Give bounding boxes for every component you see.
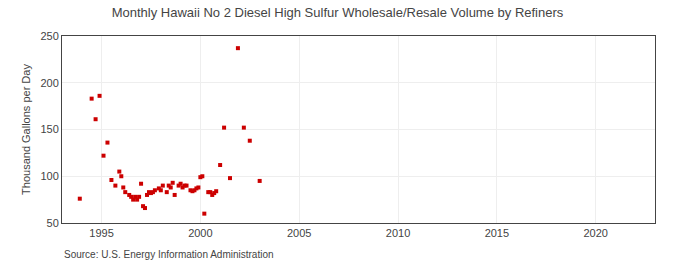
svg-text:50: 50: [47, 217, 59, 229]
svg-text:2015: 2015: [485, 227, 509, 239]
svg-text:2005: 2005: [287, 227, 311, 239]
svg-text:Monthly Hawaii No 2 Diesel Hig: Monthly Hawaii No 2 Diesel High Sulfur W…: [112, 5, 564, 20]
svg-text:2000: 2000: [188, 227, 212, 239]
svg-text:250: 250: [40, 30, 58, 42]
svg-text:100: 100: [40, 170, 58, 182]
svg-text:2010: 2010: [386, 227, 410, 239]
svg-text:2020: 2020: [583, 227, 607, 239]
svg-text:1995: 1995: [89, 227, 113, 239]
svg-text:Thousand Gallons per Day: Thousand Gallons per Day: [20, 64, 32, 195]
svg-text:150: 150: [40, 123, 58, 135]
svg-text:200: 200: [40, 77, 58, 89]
svg-text:Source: U.S. Energy Informatio: Source: U.S. Energy Information Administ…: [64, 249, 274, 260]
